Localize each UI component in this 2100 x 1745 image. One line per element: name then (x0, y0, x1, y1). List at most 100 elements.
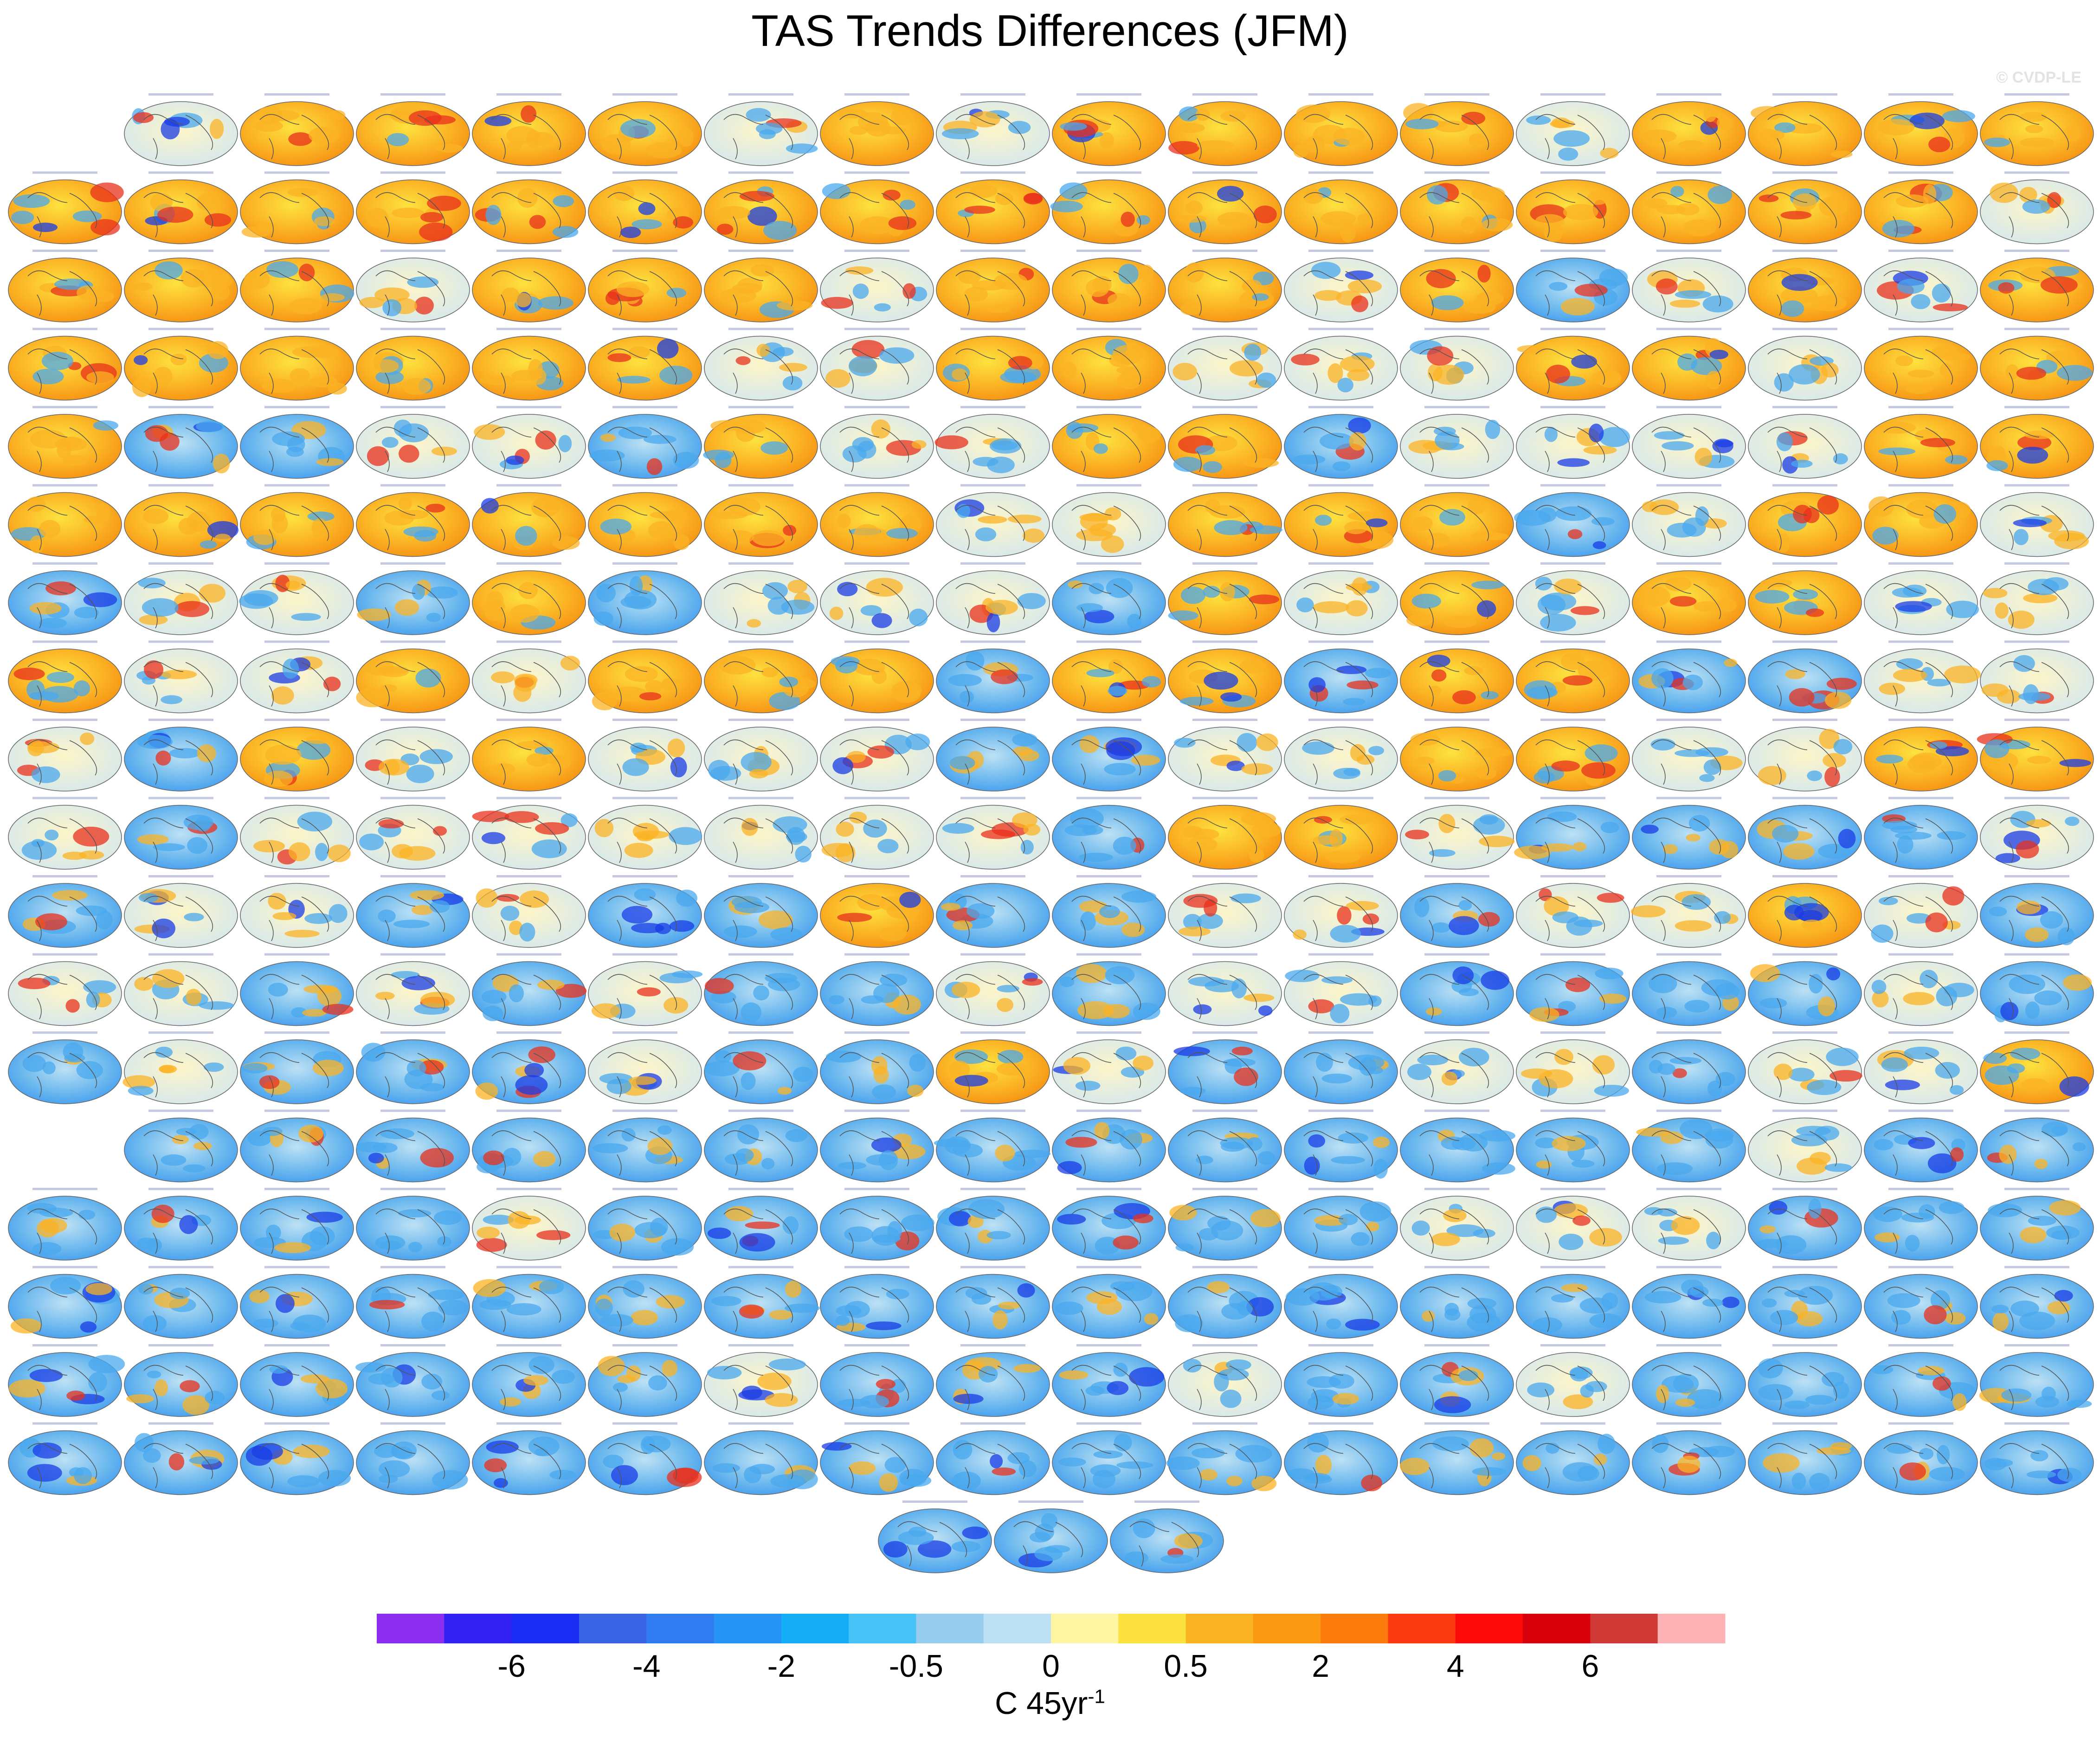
map-anomaly (786, 143, 818, 154)
panel-title (612, 93, 677, 96)
map-anomaly (859, 216, 895, 234)
coastline (1071, 270, 1141, 316)
coastline (1535, 583, 1605, 629)
panel-title (960, 171, 1025, 174)
coastline (1651, 426, 1721, 472)
map-anomaly (964, 286, 988, 302)
map-anomaly (262, 379, 297, 393)
map-anomaly (150, 193, 173, 212)
map-anomaly (320, 293, 345, 302)
map-anomaly (1706, 371, 1721, 390)
map-panel (472, 171, 586, 245)
map-anomaly (1349, 432, 1366, 451)
panel-title (960, 93, 1025, 96)
map-panel (704, 484, 818, 557)
map-anomaly (1197, 140, 1234, 150)
map-panel (1168, 250, 1282, 322)
map-anomaly (1332, 461, 1351, 471)
map-anomaly (170, 353, 187, 366)
map-anomaly (1108, 659, 1123, 674)
map-anomaly (1805, 608, 1824, 617)
panel-title (148, 406, 213, 408)
map-anomaly (1551, 117, 1571, 129)
panel-title (264, 640, 329, 643)
map-anomaly (781, 599, 815, 615)
map-anomaly (1691, 357, 1722, 375)
map-anomaly (29, 602, 62, 615)
panel-title (612, 484, 677, 487)
coastline (375, 348, 445, 394)
map-anomaly (367, 446, 389, 466)
colorbar-tick-label: 0.5 (1164, 1648, 1208, 1684)
map-anomaly (1427, 346, 1454, 366)
map-anomaly (888, 216, 917, 230)
map-anomaly (1121, 212, 1135, 227)
map-panel (588, 406, 702, 479)
coastline (1187, 505, 1257, 550)
map-anomaly (852, 283, 869, 299)
map-anomaly (1560, 298, 1595, 316)
map-anomaly (1084, 610, 1114, 624)
panel-title (1308, 406, 1373, 408)
coastline (27, 505, 97, 550)
coastline (375, 426, 445, 472)
map-panel (1284, 406, 1398, 479)
map-anomaly (558, 435, 572, 452)
map-anomaly (1293, 144, 1309, 158)
map-anomaly (1654, 431, 1685, 440)
map-anomaly (1892, 587, 1922, 598)
map-anomaly (1933, 504, 1957, 524)
coastline (1303, 348, 1373, 394)
panel-title (1192, 562, 1257, 565)
colorbar-box (1253, 1614, 1321, 1643)
map-anomaly (825, 369, 850, 388)
map-panel (1864, 93, 1978, 166)
map-anomaly (650, 511, 686, 519)
panel-title (844, 484, 909, 487)
panel-title (612, 406, 677, 408)
coastline (1767, 426, 1837, 472)
map-anomaly (316, 458, 344, 466)
map-anomaly (831, 656, 860, 667)
map-panel (1864, 562, 1979, 635)
map-panel (1980, 406, 2094, 479)
map-panel (124, 640, 238, 714)
map-anomaly (57, 441, 71, 459)
map-panel (820, 171, 934, 245)
map-anomaly (728, 497, 760, 516)
map-anomaly (1195, 445, 1216, 455)
map-anomaly (373, 359, 399, 373)
map-anomaly (783, 525, 797, 536)
coastline (955, 583, 1025, 629)
map-panel (820, 640, 934, 714)
map-anomaly (403, 526, 438, 537)
map-anomaly (359, 296, 385, 309)
map-panel (124, 406, 238, 479)
map-anomaly (1117, 372, 1142, 390)
panel-title (1540, 562, 1605, 565)
map-anomaly (1563, 204, 1598, 220)
panel-title (1540, 328, 1605, 330)
map-panel (1168, 484, 1282, 557)
map-anomaly (1431, 295, 1464, 310)
map-anomaly (1702, 295, 1733, 313)
map-anomaly (589, 449, 625, 462)
coastline (1767, 270, 1837, 316)
map-anomaly (420, 212, 444, 223)
colorbar-box (1388, 1614, 1456, 1643)
coastline (143, 270, 213, 316)
map-anomaly (41, 352, 74, 370)
map-anomaly (196, 193, 219, 211)
map-anomaly (607, 353, 631, 362)
panel-title (1888, 93, 1953, 96)
map-anomaly (620, 119, 656, 138)
map-anomaly (934, 435, 968, 450)
map-anomaly (1945, 455, 1968, 465)
map-panel (8, 406, 122, 479)
map-anomaly (871, 613, 892, 628)
panel-title (1656, 562, 1721, 565)
map-anomaly (2019, 112, 2047, 122)
map-anomaly (1897, 278, 1925, 294)
map-anomaly (1439, 509, 1465, 526)
map-anomaly (2016, 367, 2047, 380)
